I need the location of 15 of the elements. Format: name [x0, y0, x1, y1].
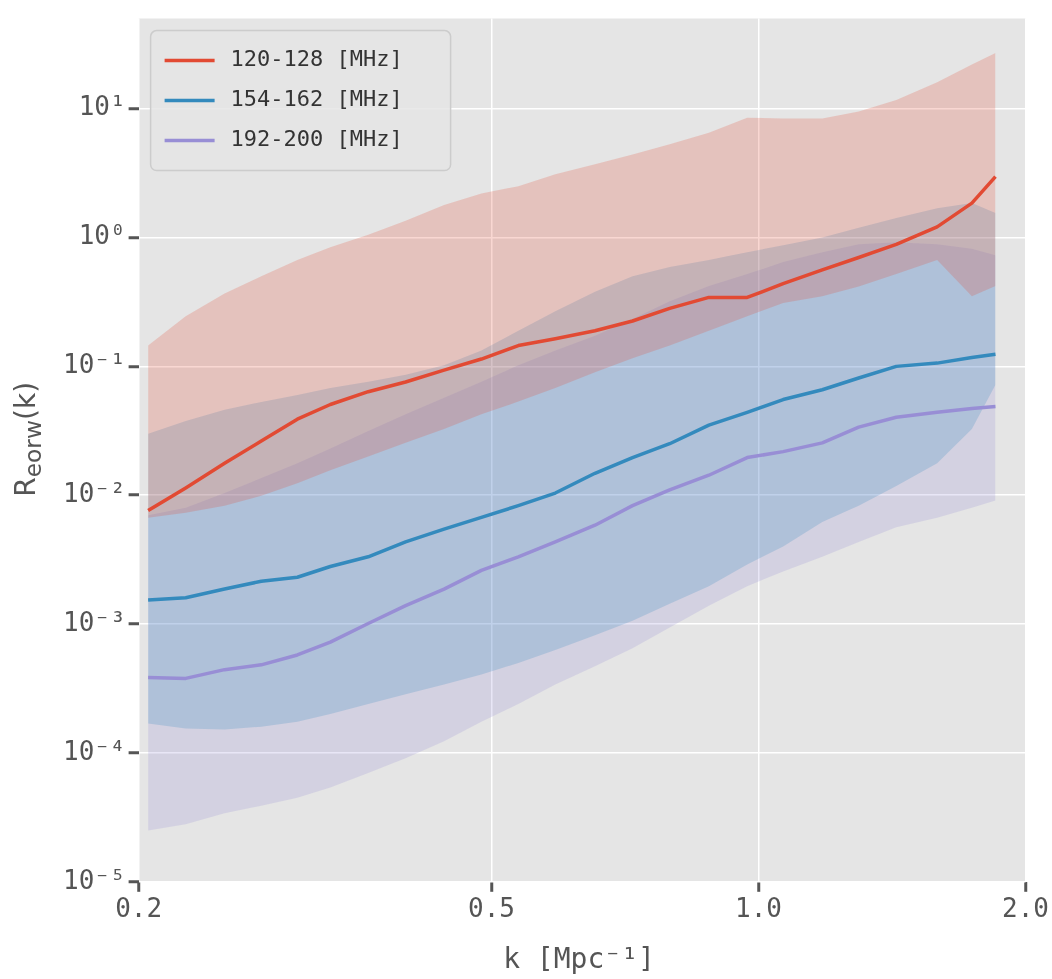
x-tick-label: 0.5: [468, 893, 516, 924]
y-tick-label: 10⁻²: [62, 477, 126, 508]
x-axis-title: k [Mpc⁻¹]: [502, 942, 656, 975]
y-tick-label: 10⁻³: [62, 606, 126, 637]
legend-label: 120-128 [MHz]: [230, 46, 403, 72]
x-tick-label: 2.0: [1002, 893, 1049, 924]
x-tick-label: 1.0: [735, 893, 783, 924]
y-tick-label: 10¹: [78, 91, 126, 122]
y-tick-label: 10⁻¹: [62, 349, 126, 380]
legend-label: 192-200 [MHz]: [230, 126, 403, 152]
y-tick-label: 10⁻⁴: [62, 735, 126, 766]
x-tick-label: 0.2: [115, 893, 163, 924]
y-tick-label: 10⁻⁵: [62, 864, 126, 895]
y-tick-label: 10⁰: [78, 220, 126, 251]
legend-label: 154-162 [MHz]: [230, 86, 403, 112]
